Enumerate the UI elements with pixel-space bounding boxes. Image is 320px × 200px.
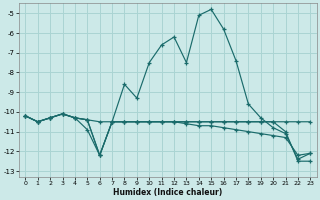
X-axis label: Humidex (Indice chaleur): Humidex (Indice chaleur) (113, 188, 222, 197)
